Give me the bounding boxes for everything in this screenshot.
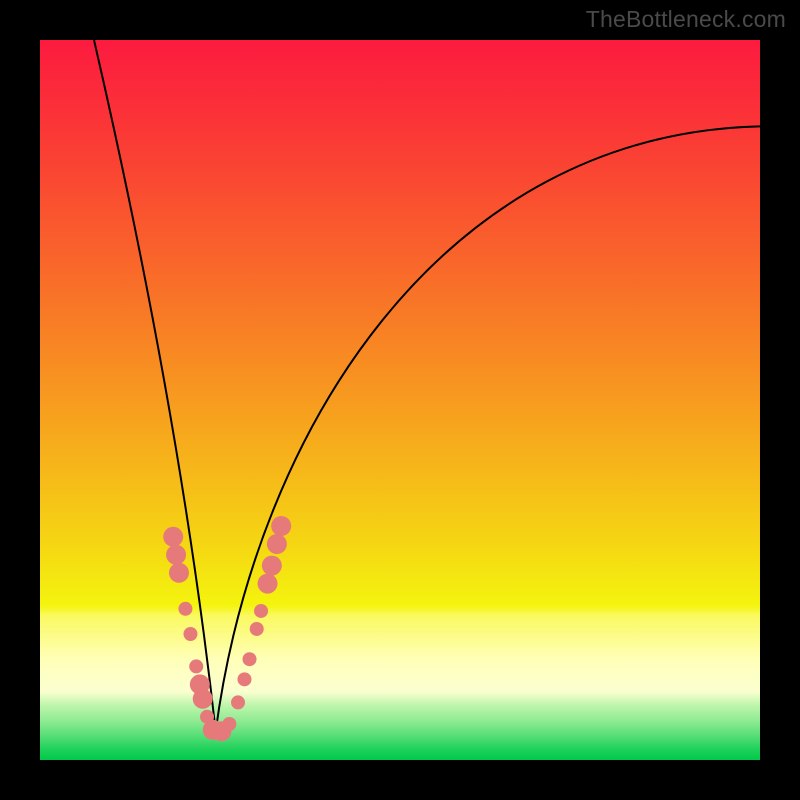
data-marker bbox=[163, 527, 183, 547]
data-marker bbox=[231, 695, 245, 709]
data-marker bbox=[189, 659, 203, 673]
data-marker bbox=[258, 574, 278, 594]
watermark-text: TheBottleneck.com bbox=[586, 6, 786, 33]
bottleneck-chart bbox=[0, 0, 800, 800]
data-marker bbox=[243, 652, 257, 666]
data-marker bbox=[222, 717, 236, 731]
data-marker bbox=[183, 627, 197, 641]
plot-area bbox=[40, 40, 760, 760]
chart-container: TheBottleneck.com bbox=[0, 0, 800, 800]
data-marker bbox=[166, 545, 186, 565]
data-marker bbox=[254, 604, 268, 618]
data-marker bbox=[193, 689, 213, 709]
data-marker bbox=[271, 516, 291, 536]
data-marker bbox=[169, 563, 189, 583]
data-marker bbox=[178, 602, 192, 616]
data-marker bbox=[267, 534, 287, 554]
gradient-background bbox=[40, 40, 760, 760]
data-marker bbox=[237, 672, 251, 686]
data-marker bbox=[250, 622, 264, 636]
data-marker bbox=[262, 556, 282, 576]
